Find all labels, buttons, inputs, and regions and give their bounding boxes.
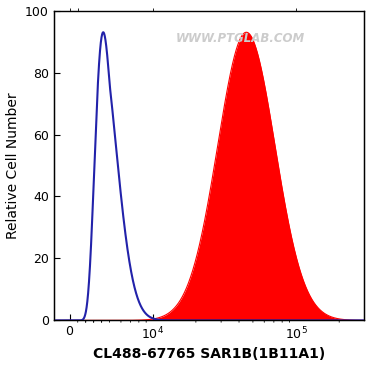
Text: WWW.PTGLAB.COM: WWW.PTGLAB.COM — [176, 32, 305, 45]
Y-axis label: Relative Cell Number: Relative Cell Number — [6, 92, 20, 239]
X-axis label: CL488-67765 SAR1B(1B11A1): CL488-67765 SAR1B(1B11A1) — [93, 348, 325, 361]
